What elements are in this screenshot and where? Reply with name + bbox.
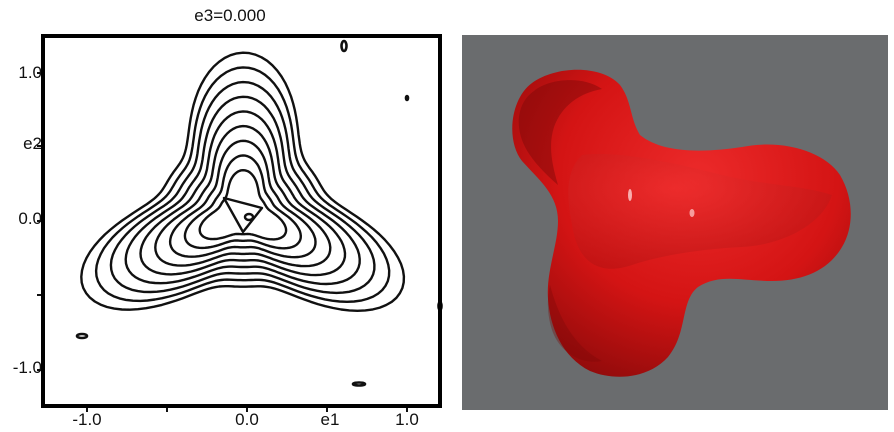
- contour-line: [222, 196, 264, 234]
- contour-island: [340, 39, 348, 53]
- contour-lines: [80, 51, 406, 312]
- x-tick-label-1: 1.0: [395, 410, 419, 429]
- contour-line: [183, 154, 302, 250]
- contour-line: [80, 51, 406, 312]
- contour-line: [139, 110, 347, 277]
- render-3d-panel: [462, 35, 888, 410]
- contour-line: [198, 169, 288, 241]
- y-tick-label-1: 1.0: [18, 63, 42, 82]
- red-3d-surface: [512, 69, 851, 377]
- contour-line: [109, 80, 376, 295]
- plot-title: e3=0.000: [194, 6, 266, 25]
- y-tick-label-0: 0.0: [18, 209, 42, 228]
- contour-plot: [37, 34, 443, 412]
- y-axis-label-e2: e2: [23, 134, 42, 153]
- contour-island: [75, 332, 89, 340]
- contour-line: [124, 95, 361, 286]
- contour-center: [243, 212, 255, 222]
- specular-glint: [628, 189, 632, 201]
- contour-line: [154, 124, 332, 268]
- noise-islands: [75, 39, 443, 387]
- contour-line: [94, 66, 391, 303]
- specular-glint: [689, 209, 695, 217]
- surface-highlight: [568, 154, 832, 269]
- plot-frame: [41, 34, 442, 408]
- contour-island: [404, 94, 410, 102]
- contour-line: [168, 139, 317, 259]
- surface-shadow: [518, 80, 602, 185]
- surface-shadow: [547, 285, 602, 362]
- contour-island: [351, 381, 367, 387]
- x-tick-label-neg1: -1.0: [72, 410, 102, 429]
- x-tick-label-0: 0.0: [235, 410, 259, 429]
- x-axis-label-e1: e1: [320, 410, 340, 429]
- y-tick-label-neg1: -1.0: [12, 358, 42, 377]
